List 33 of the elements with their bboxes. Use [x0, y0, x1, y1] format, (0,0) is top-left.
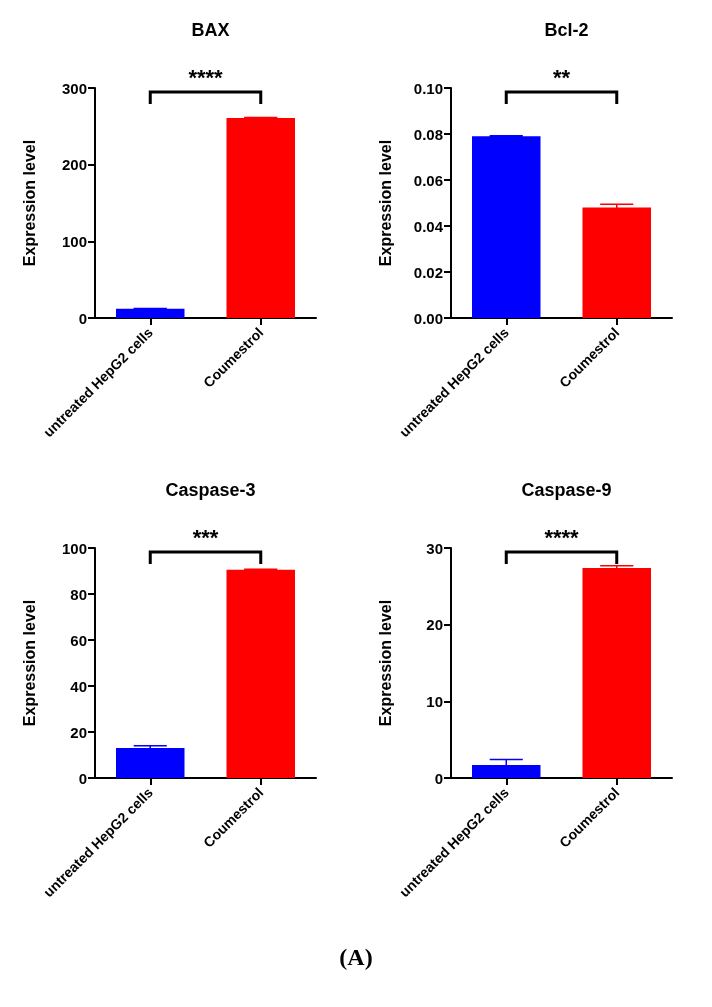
y-axis-title: Expression level: [20, 599, 38, 727]
y-tick-label: 0.00: [413, 309, 443, 327]
annotation: ***: [192, 524, 219, 550]
y-axis-title: Expression level: [376, 139, 394, 267]
annotation: ****: [188, 64, 224, 90]
y-tick-label: 0: [78, 309, 87, 327]
y-tick-label: 0: [78, 769, 87, 787]
y-tick-label: 0.04: [413, 217, 444, 235]
annotation: ****: [544, 524, 580, 550]
y-axis-title: Expression level: [20, 139, 38, 267]
y-tick-label: 0: [434, 769, 443, 787]
y-axis-title: Expression level: [376, 599, 394, 727]
chart-title: BAX: [191, 20, 230, 40]
y-tick-label: 20: [70, 723, 87, 741]
y-tick-label: 10: [426, 692, 443, 710]
chart-title: Bcl-2: [544, 20, 589, 40]
y-tick-label: 40: [70, 677, 87, 695]
annotation: **: [552, 64, 571, 90]
y-tick-label: 200: [61, 156, 87, 174]
y-tick-label: 30: [426, 539, 443, 557]
chart-title: Caspase-9: [521, 480, 612, 500]
y-tick-label: 100: [61, 539, 87, 557]
text: (A): [338, 944, 374, 971]
chart-title: Caspase-3: [165, 480, 256, 500]
y-tick-label: 80: [70, 585, 87, 603]
y-tick-label: 300: [61, 79, 87, 97]
y-tick-label: 60: [70, 631, 87, 649]
y-tick-label: 20: [426, 616, 443, 634]
y-tick-label: 0.08: [413, 125, 443, 143]
y-tick-label: 100: [61, 232, 87, 250]
y-tick-label: 0.02: [413, 263, 443, 281]
y-tick-label: 0.06: [413, 171, 443, 189]
y-tick-label: 0.10: [413, 79, 443, 97]
